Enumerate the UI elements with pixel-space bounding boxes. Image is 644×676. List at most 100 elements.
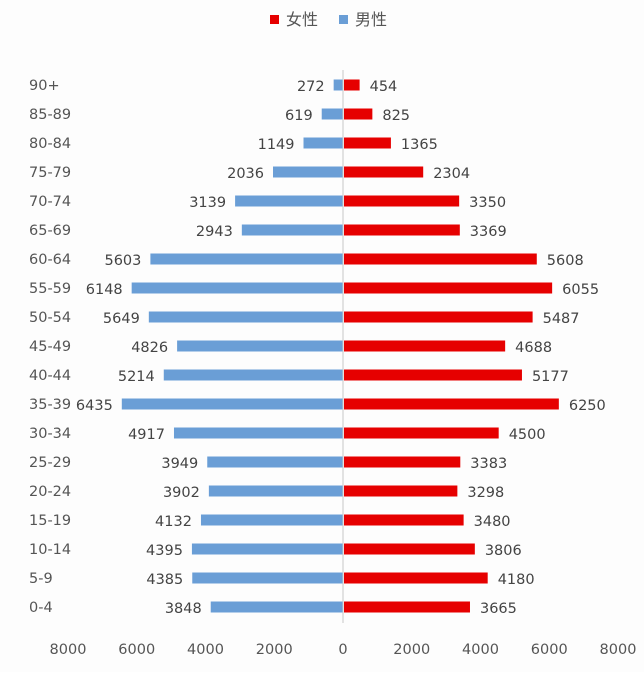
data-label-female: 2304 — [433, 166, 470, 182]
legend-label-0: 女性 — [286, 10, 318, 29]
bars — [121, 79, 559, 613]
bar-male — [208, 485, 343, 497]
data-label-male: 1149 — [258, 137, 295, 153]
category-label: 75-79 — [29, 165, 71, 181]
data-label-male: 4917 — [128, 427, 165, 443]
bar-female — [344, 137, 391, 149]
category-label: 55-59 — [29, 281, 71, 297]
bar-male — [173, 427, 343, 439]
data-label-female: 1365 — [401, 137, 438, 153]
data-label-female: 6055 — [562, 282, 599, 298]
x-tick-label: 8000 — [50, 642, 87, 658]
category-label: 0-4 — [29, 600, 53, 616]
x-axis: 8000 6000 4000 2000 0 2000 4000 6000 8000 — [50, 70, 637, 658]
bar-male — [150, 253, 343, 265]
bar-female — [344, 543, 475, 555]
category-label: 80-84 — [29, 136, 71, 152]
category-label: 65-69 — [29, 223, 71, 239]
bar-female — [344, 456, 461, 468]
bar-male — [177, 340, 343, 352]
data-label-male: 6148 — [86, 282, 123, 298]
data-label-female: 3665 — [480, 601, 517, 617]
data-label-male: 6435 — [76, 398, 113, 414]
bar-female — [344, 369, 522, 381]
data-label-female: 3298 — [467, 485, 504, 501]
data-label-male: 5214 — [118, 369, 155, 385]
bar-male — [235, 195, 343, 207]
bar-female — [344, 572, 488, 584]
bar-female — [344, 253, 537, 265]
data-label-female: 454 — [370, 79, 398, 95]
bar-male — [207, 456, 343, 468]
x-tick-label: 0 — [338, 642, 347, 658]
category-label: 90+ — [29, 78, 60, 94]
data-label-male: 2036 — [227, 166, 264, 182]
data-label-male: 3848 — [165, 601, 202, 617]
data-label-female: 5177 — [532, 369, 569, 385]
data-label-male: 4826 — [131, 340, 168, 356]
data-label-female: 4180 — [498, 572, 535, 588]
bar-female — [344, 166, 424, 178]
category-label: 10-14 — [29, 542, 71, 558]
x-tick-label: 2000 — [393, 642, 430, 658]
legend-swatch-1 — [339, 15, 348, 24]
data-label-male: 4132 — [155, 514, 192, 530]
bar-female — [344, 398, 559, 410]
data-label-male: 5649 — [103, 311, 140, 327]
data-label-female: 6250 — [569, 398, 606, 414]
x-tick-label: 8000 — [600, 642, 637, 658]
category-label: 45-49 — [29, 339, 71, 355]
data-label-female: 3383 — [470, 456, 507, 472]
bar-male — [303, 137, 343, 149]
bar-female — [344, 195, 460, 207]
data-label-female: 3480 — [474, 514, 511, 530]
data-label-female: 4688 — [515, 340, 552, 356]
data-label-male: 619 — [285, 108, 313, 124]
data-label-female: 3369 — [470, 224, 507, 240]
data-labels: 454 272 825 619 1365 1149 2304 2036 3350 3139 3369… — [76, 79, 606, 617]
x-tick-label: 6000 — [531, 642, 568, 658]
legend: 女性 男性 — [270, 10, 387, 29]
data-label-male: 2943 — [196, 224, 233, 240]
x-tick-label: 4000 — [462, 642, 499, 658]
category-label: 20-24 — [29, 484, 71, 500]
legend-label-1: 男性 — [355, 10, 387, 29]
bar-female — [344, 224, 460, 236]
data-label-male: 4385 — [146, 572, 183, 588]
data-label-female: 5608 — [547, 253, 584, 269]
category-label: 40-44 — [29, 368, 71, 384]
data-label-female: 3350 — [469, 195, 506, 211]
bar-male — [192, 572, 343, 584]
bar-male — [273, 166, 343, 178]
bar-female — [344, 79, 360, 91]
bar-female — [344, 311, 533, 323]
data-label-male: 3902 — [163, 485, 200, 501]
bar-male — [121, 398, 343, 410]
bar-female — [344, 485, 458, 497]
data-label-male: 272 — [297, 79, 325, 95]
bar-female — [344, 601, 470, 613]
data-label-male: 3949 — [161, 456, 198, 472]
bar-female — [344, 340, 506, 352]
category-label: 5-9 — [29, 571, 53, 587]
bar-female — [344, 282, 553, 294]
bar-male — [131, 282, 343, 294]
bar-male — [163, 369, 343, 381]
data-label-male: 5603 — [104, 253, 141, 269]
bar-male — [210, 601, 343, 613]
category-label: 30-34 — [29, 426, 71, 442]
x-tick-label: 2000 — [256, 642, 293, 658]
data-label-female: 5487 — [543, 311, 580, 327]
category-label: 15-19 — [29, 513, 71, 529]
bar-female — [344, 108, 373, 120]
x-tick-label: 6000 — [118, 642, 155, 658]
bar-male — [148, 311, 343, 323]
category-label: 50-54 — [29, 310, 71, 326]
data-label-male: 4395 — [146, 543, 183, 559]
category-label: 25-29 — [29, 455, 71, 471]
bar-male — [191, 543, 343, 555]
data-label-female: 3806 — [485, 543, 522, 559]
category-label: 70-74 — [29, 194, 71, 210]
